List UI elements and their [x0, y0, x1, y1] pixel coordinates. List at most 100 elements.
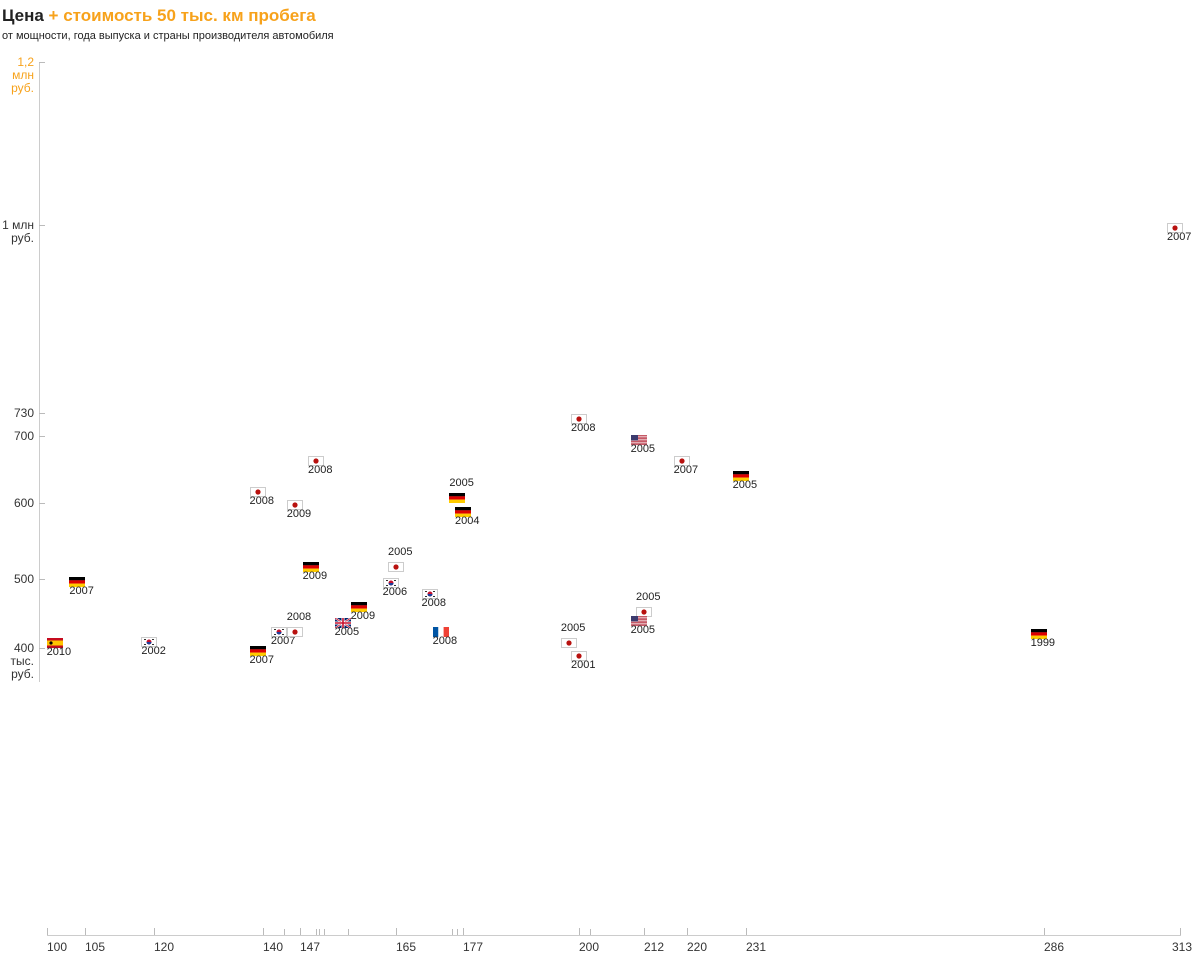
x-tick [463, 928, 464, 935]
japan-flag-icon [286, 624, 303, 637]
y-tick [39, 648, 45, 649]
x-tick-label: 231 [746, 940, 767, 954]
germany-flag-icon [455, 504, 471, 518]
point-year-label: 2005 [334, 626, 360, 639]
x-tick-label: 220 [687, 940, 708, 954]
x-tick [1180, 928, 1181, 935]
y-tick-label: 400 тыс. руб. [10, 641, 34, 681]
y-tick-label: 730 [13, 406, 34, 420]
germany-flag-icon [249, 643, 266, 656]
y-tick-label: 500 [13, 572, 34, 586]
x-minor-tick [348, 929, 349, 935]
x-tick-label: 105 [85, 940, 106, 954]
point-year-label: 2008 [286, 610, 312, 623]
x-minor-tick [451, 929, 453, 935]
x-tick [1044, 928, 1045, 935]
y-tick [39, 62, 45, 63]
korea-flag-icon [421, 586, 438, 600]
y-tick [39, 579, 45, 580]
x-tick [746, 928, 747, 935]
point-year-label: 2010 [46, 646, 72, 659]
x-minor-tick [284, 929, 286, 935]
japan-flag-icon [308, 453, 324, 467]
title-main: Цена [2, 6, 44, 25]
x-tick-label: 120 [154, 940, 175, 954]
x-tick [687, 928, 688, 935]
point-year-label: 2006 [382, 585, 408, 598]
japan-flag-icon [571, 411, 587, 425]
x-tick-label: 147 [300, 940, 321, 954]
japan-flag-icon [388, 559, 404, 572]
point-year-label: 2005 [388, 545, 413, 558]
y-tick [39, 225, 45, 226]
y-tick [39, 436, 45, 437]
chart-title: Цена + стоимость 50 тыс. км пробега [2, 6, 316, 26]
y-tick-label: 600 [13, 496, 34, 510]
point-year-label: 2005 [630, 624, 656, 637]
x-axis-line [47, 935, 1181, 936]
korea-flag-icon [270, 624, 287, 637]
usa-flag-icon [630, 432, 647, 445]
x-minor-tick [316, 929, 317, 935]
title-accent: + стоимость 50 тыс. км пробега [48, 6, 316, 25]
france-flag-icon [432, 624, 449, 638]
usa-flag-icon [630, 613, 647, 627]
x-tick-label: 212 [644, 940, 665, 954]
y-tick [39, 413, 45, 414]
x-tick-label: 313 [1172, 940, 1193, 954]
germany-flag-icon [302, 559, 319, 572]
point-year-label: 2008 [308, 464, 333, 477]
chart-subtitle: от мощности, года выпуска и страны произ… [2, 30, 334, 42]
x-tick [644, 928, 645, 935]
x-tick-label: 286 [1044, 940, 1065, 954]
y-tick-label: 1,2 млн руб. [11, 55, 34, 95]
point-year-label: 2005 [630, 442, 656, 455]
y-tick-label: 1 млн руб. [2, 218, 34, 245]
x-tick [154, 928, 155, 935]
y-tick-label: 700 [13, 429, 34, 443]
x-minor-tick [457, 929, 459, 935]
x-tick [579, 928, 580, 935]
point-year-label: 2007 [270, 634, 296, 647]
point-year-label: 2009 [286, 508, 312, 521]
germany-flag-icon [449, 490, 466, 503]
point-year-label: 2008 [249, 494, 275, 507]
point-year-label: 2008 [432, 635, 458, 648]
point-year-label: 2004 [455, 515, 480, 528]
x-tick [396, 928, 397, 935]
point-year-label: 2005 [732, 478, 758, 491]
x-tick-label: 200 [579, 940, 600, 954]
x-minor-tick [589, 929, 591, 935]
point-year-label: 2007 [249, 654, 275, 666]
point-year-label: 2009 [350, 609, 376, 622]
x-tick [47, 928, 48, 935]
japan-flag-icon [1166, 220, 1183, 233]
point-year-label: 2007 [673, 464, 699, 477]
x-tick-label: 100 [47, 940, 68, 954]
x-tick-label: 165 [396, 940, 417, 954]
x-minor-tick [324, 929, 325, 935]
point-year-label: 2005 [636, 591, 661, 604]
germany-flag-icon [732, 468, 749, 481]
point-year-label: 2009 [302, 569, 328, 582]
point-year-label: 2005 [449, 476, 474, 489]
point-year-label: 2002 [141, 645, 166, 658]
japan-flag-icon [249, 484, 266, 497]
point-year-label: 1999 [1030, 636, 1056, 649]
y-axis-line [39, 62, 40, 682]
y-tick [39, 503, 45, 504]
point-year-label: 2008 [571, 422, 596, 435]
point-year-label: 2001 [571, 658, 596, 671]
japan-flag-icon [571, 648, 587, 661]
x-tick-label: 177 [463, 940, 484, 954]
x-tick [263, 928, 264, 935]
japan-flag-icon [286, 497, 303, 511]
japan-flag-icon [673, 453, 690, 467]
point-year-label: 2007 [69, 585, 94, 597]
x-tick [300, 928, 301, 935]
germany-flag-icon [350, 599, 367, 612]
point-year-label: 2005 [560, 622, 586, 635]
x-tick-label: 140 [263, 940, 284, 954]
point-year-label: 2008 [421, 597, 446, 610]
